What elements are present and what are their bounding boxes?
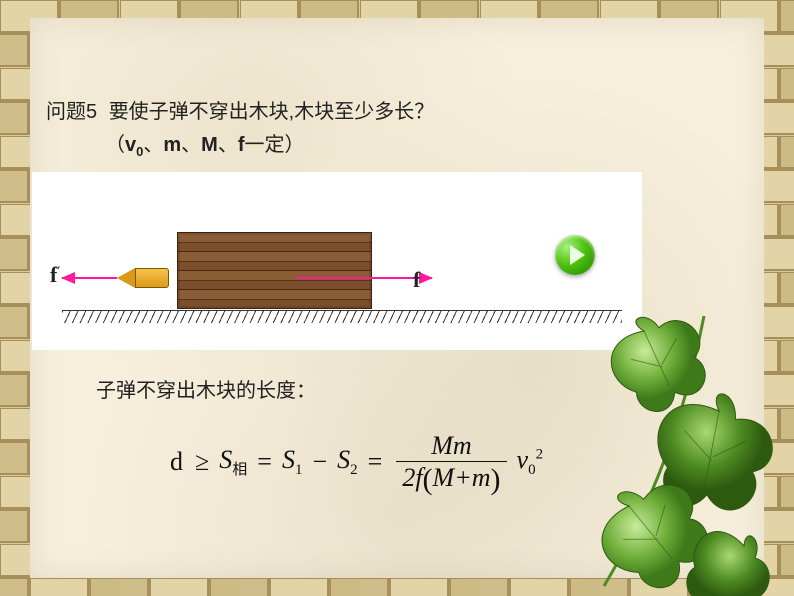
arrow-left: [62, 277, 117, 279]
formula-ge: ≥: [195, 447, 209, 477]
question-number: 问题5: [46, 101, 97, 123]
ground: [62, 310, 622, 324]
formula: d ≥ S相 = S1 − S2 = Mm 2f(M+m) v02: [170, 430, 543, 493]
wood-block: [177, 232, 372, 309]
fraction-num: Mm: [425, 430, 477, 461]
force-label-right: f: [413, 267, 420, 293]
force-label-left: f′: [50, 262, 60, 288]
formula-v02: v02: [517, 445, 544, 479]
formula-minus: −: [312, 447, 327, 477]
content-layer: 问题5 要使子弹不穿出木块,木块至少多长？ （v0、m、M、f一定） f′ f …: [0, 0, 794, 596]
question-title: 问题5 要使子弹不穿出木块,木块至少多长？: [46, 96, 434, 128]
arrow-right: [297, 277, 432, 279]
question-text: 要使子弹不穿出木块,木块至少多长？: [109, 101, 435, 123]
bullet-body: [135, 268, 169, 288]
formula-eq2: =: [368, 447, 383, 477]
bullet: [117, 268, 169, 288]
formula-S2: S2: [337, 445, 358, 479]
formula-d: d: [170, 447, 183, 477]
formula-fraction: Mm 2f(M+m): [396, 430, 506, 493]
answer-label: 子弹不穿出木块的长度：: [96, 374, 316, 403]
question-given: （v0、m、M、f一定）: [105, 128, 305, 159]
formula-S1: S1: [282, 445, 303, 479]
diagram-panel: f′ f: [32, 172, 642, 350]
fraction-den: 2f(M+m): [396, 462, 506, 493]
formula-Srel: S相: [219, 445, 247, 479]
formula-eq1: =: [257, 447, 272, 477]
play-button[interactable]: [555, 235, 595, 275]
ground-hatch: [62, 311, 622, 323]
bullet-tip: [117, 268, 135, 288]
